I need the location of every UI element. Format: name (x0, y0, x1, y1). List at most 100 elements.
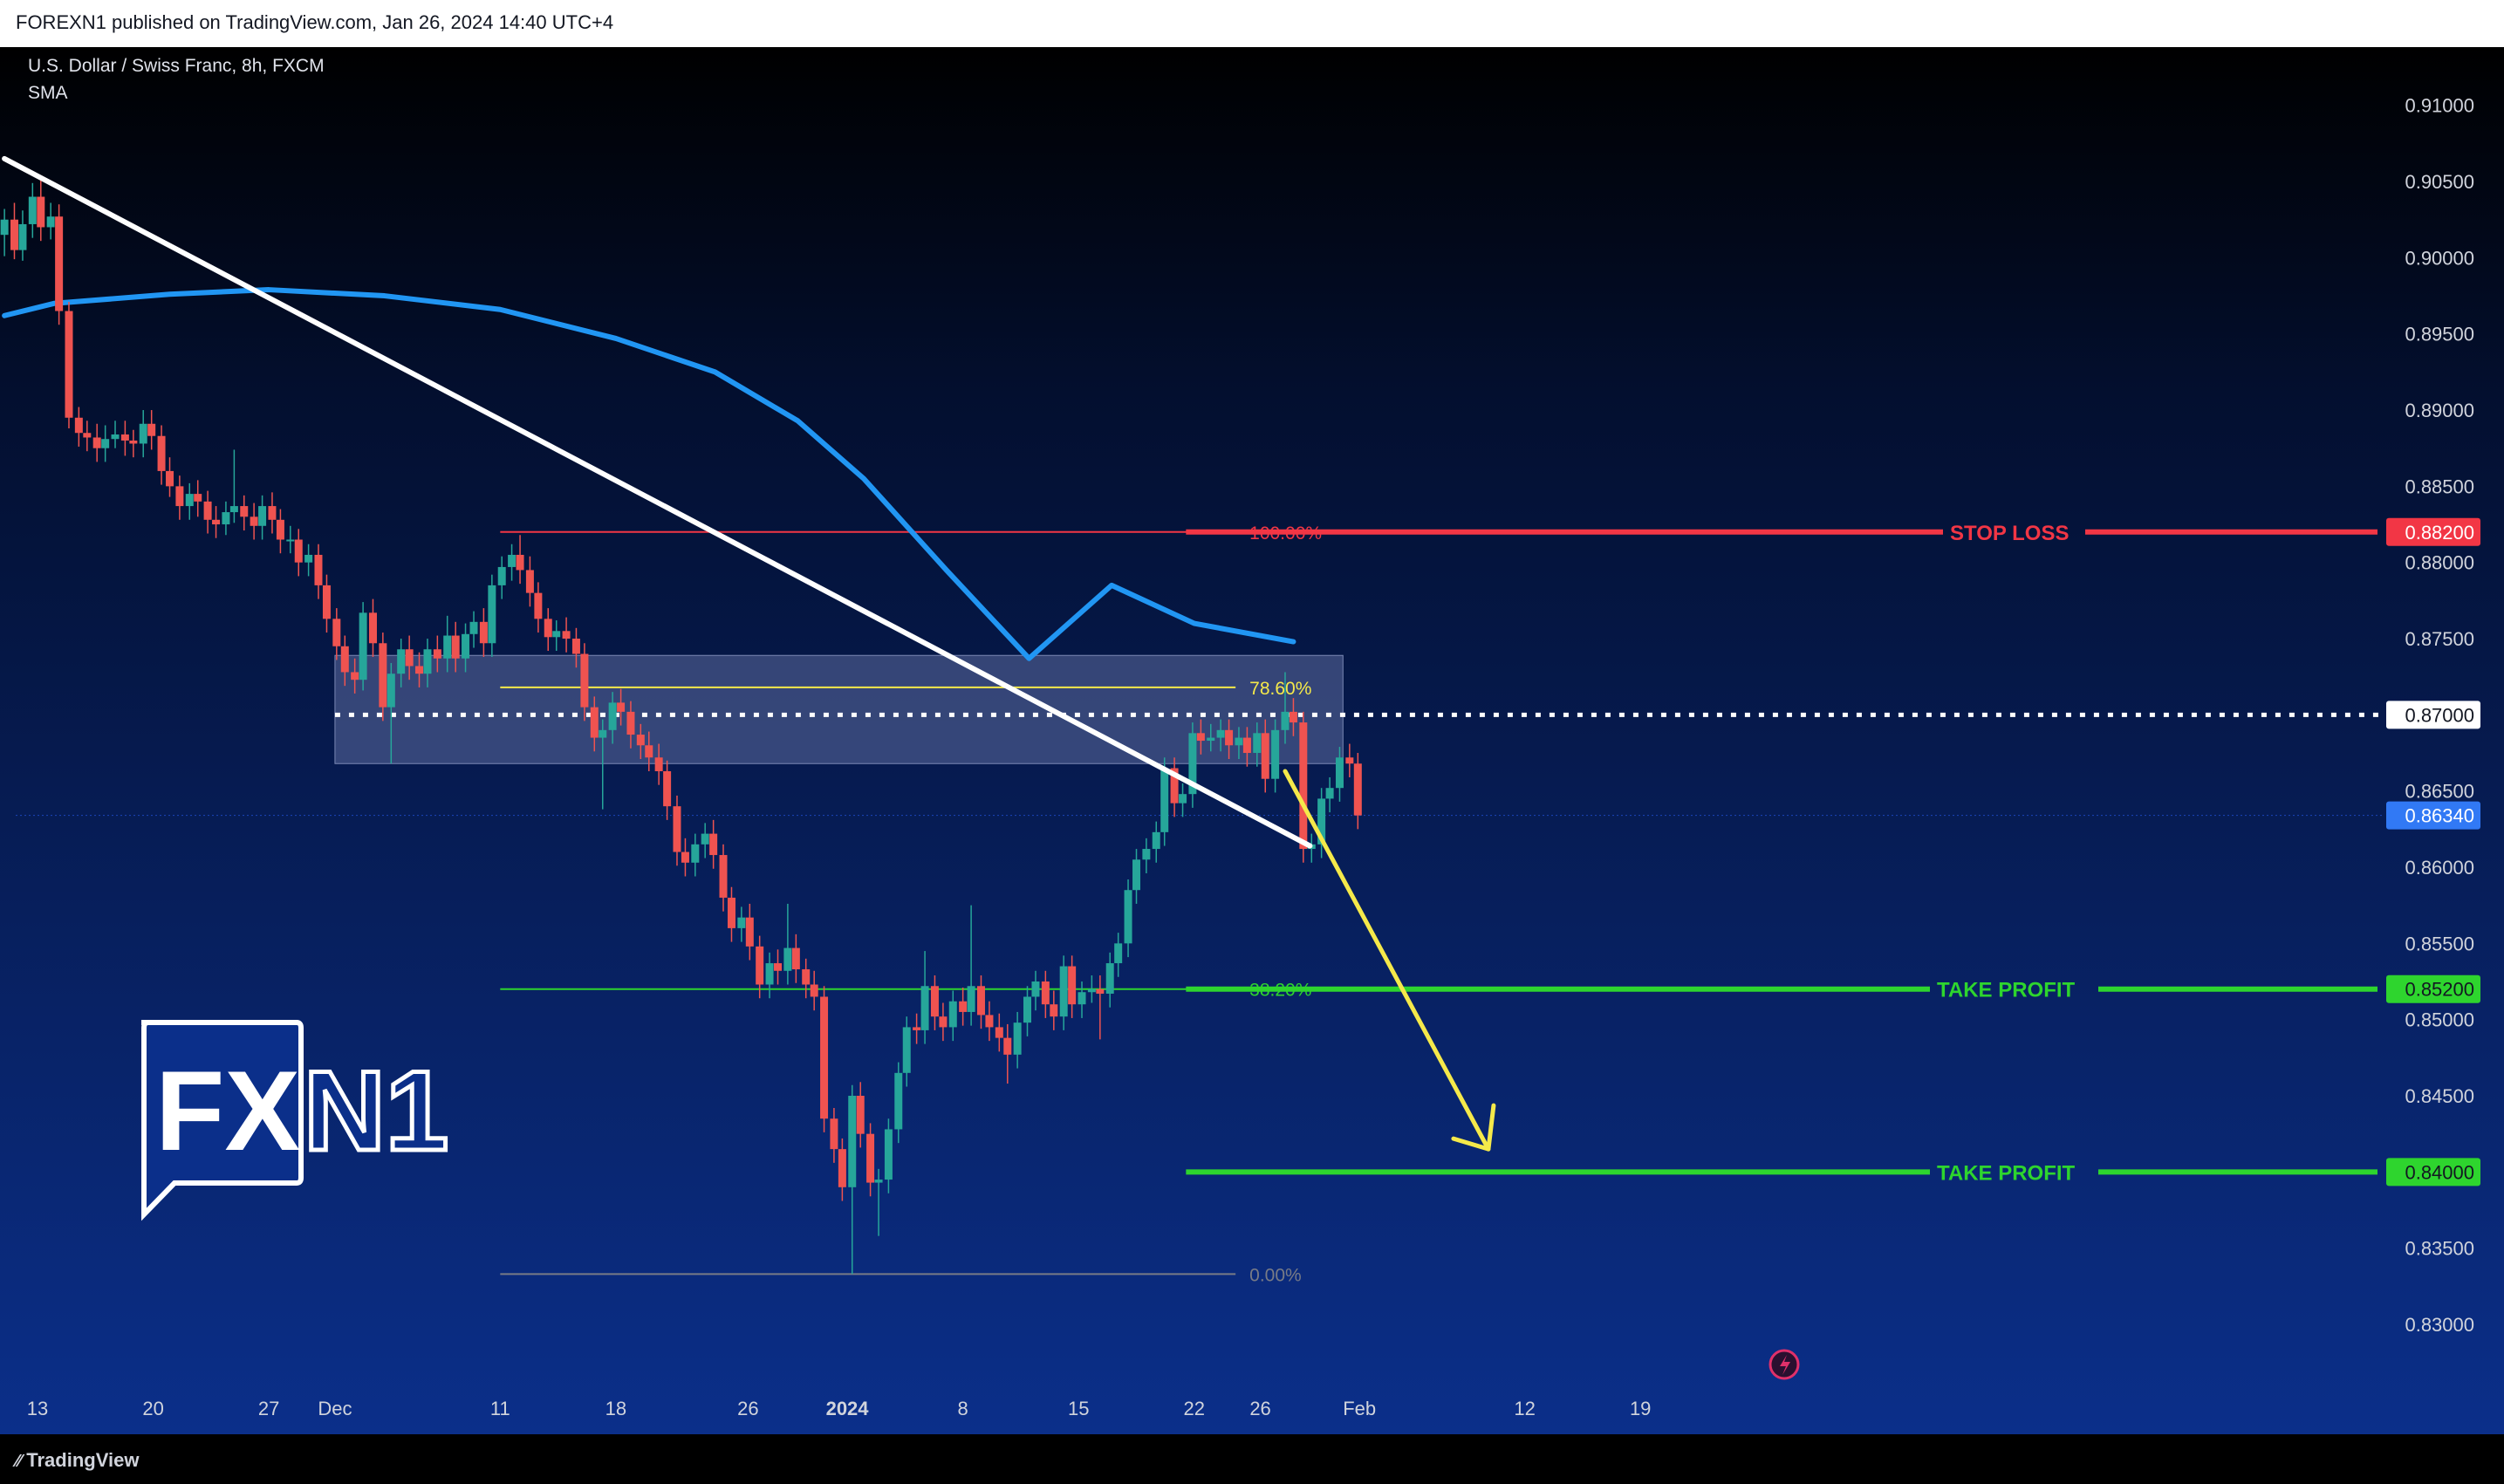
forecast-arrow (1283, 769, 1491, 1152)
candle-body (765, 963, 774, 985)
annotation-text: TAKE PROFIT (1937, 1161, 2076, 1185)
candle-body (1196, 733, 1205, 742)
price-label-text: 0.86340 (2405, 805, 2474, 827)
candle-body (636, 735, 645, 746)
candle-body (423, 649, 432, 674)
price-label-text: 0.85200 (2405, 979, 2474, 1001)
indicator-legend[interactable]: SMA (28, 83, 68, 103)
candle-body (37, 196, 45, 228)
candle-body (838, 1149, 846, 1187)
candle-body (120, 434, 129, 441)
candle-body (1281, 711, 1290, 730)
candle-body (930, 986, 939, 1017)
candle-body (599, 729, 607, 738)
x-tick-label: 26 (1249, 1398, 1270, 1419)
annotation-text: TAKE PROFIT (1937, 979, 2076, 1002)
y-tick-label: 0.85500 (2405, 933, 2474, 954)
candle-body (359, 612, 367, 680)
y-tick-label: 0.89000 (2405, 400, 2474, 421)
candle-body (1179, 794, 1187, 804)
y-tick-label: 0.84500 (2405, 1085, 2474, 1107)
candle-body (1188, 733, 1197, 795)
candle-body (608, 702, 617, 730)
candle-body (397, 649, 406, 674)
candle-body (691, 844, 700, 863)
candle-body (1271, 729, 1280, 779)
candle-body (488, 585, 496, 644)
candle-body (1003, 1037, 1012, 1055)
candle-body (820, 996, 829, 1119)
candle-body (756, 946, 764, 985)
candle-body (175, 486, 184, 507)
candle-body (28, 196, 37, 224)
tradingview-logo[interactable]: ⁄⁄ TradingView (16, 1449, 140, 1471)
candle-body (1105, 963, 1114, 994)
candle-body (774, 963, 783, 971)
candle-body (571, 639, 580, 654)
candle-body (194, 494, 202, 502)
candle-body (673, 806, 681, 852)
x-tick-label: 19 (1630, 1398, 1651, 1419)
x-tick-label: 26 (737, 1398, 758, 1419)
fib-label: 78.60% (1249, 679, 1311, 699)
candle-body (240, 506, 249, 517)
candle-body (101, 439, 110, 448)
candle-body (939, 1016, 948, 1028)
candle-body (1225, 729, 1234, 746)
candle-body (268, 506, 277, 520)
candle-body (222, 512, 230, 525)
candle-body (46, 216, 55, 228)
candle-body (258, 506, 267, 526)
candle-body (737, 917, 746, 928)
candle-body (451, 635, 460, 659)
candle-body (0, 219, 9, 236)
candle-body (654, 757, 663, 771)
candle-body (1050, 1004, 1058, 1017)
publish-info: FOREXN1 published on TradingView.com, Ja… (16, 11, 614, 33)
y-tick-label: 0.83500 (2405, 1238, 2474, 1260)
candle-body (1041, 981, 1050, 1005)
candle-body (1031, 981, 1040, 997)
candle-body (1132, 859, 1141, 891)
candle-body (1289, 711, 1297, 723)
candle-body (351, 672, 359, 680)
candle-body (469, 621, 478, 634)
x-tick-label: Dec (318, 1398, 352, 1419)
footer-bar: ⁄⁄ TradingView (0, 1434, 2504, 1484)
sma-line (2, 287, 1296, 661)
symbol-legend[interactable]: U.S. Dollar / Swiss Franc, 8h, FXCM (28, 56, 325, 76)
candle-body (544, 619, 552, 638)
candle-body (727, 897, 735, 928)
candle-body (645, 745, 653, 758)
candle-body (894, 1072, 903, 1130)
x-tick-label: 18 (605, 1398, 626, 1419)
candle-body (552, 631, 561, 638)
price-label-box (2386, 975, 2480, 1003)
annotation-text: STOP LOSS (1950, 522, 2070, 545)
candle-body (203, 501, 212, 520)
candle-body (1087, 988, 1096, 993)
events-lightning-glyph (1780, 1355, 1790, 1375)
candle-body (709, 833, 718, 856)
candle-body (856, 1096, 865, 1134)
candle-body (802, 969, 811, 985)
candle-body (1170, 768, 1179, 804)
y-tick-label: 0.86000 (2405, 857, 2474, 879)
candle-body (10, 219, 18, 250)
candle-body (681, 851, 689, 863)
candle-body (129, 440, 138, 444)
candle-body (18, 223, 27, 250)
candle-body (1253, 733, 1262, 754)
candle-body (783, 947, 792, 971)
candle-body (65, 311, 73, 418)
y-tick-label: 0.88000 (2405, 552, 2474, 574)
candle-body (1152, 831, 1160, 850)
y-tick-label: 0.91000 (2405, 95, 2474, 117)
candle-body (111, 434, 120, 440)
candle-body (497, 566, 506, 585)
candle-body (626, 711, 635, 735)
candle-body (1142, 849, 1151, 860)
candle-body (157, 435, 166, 471)
candle-body (1299, 722, 1308, 850)
